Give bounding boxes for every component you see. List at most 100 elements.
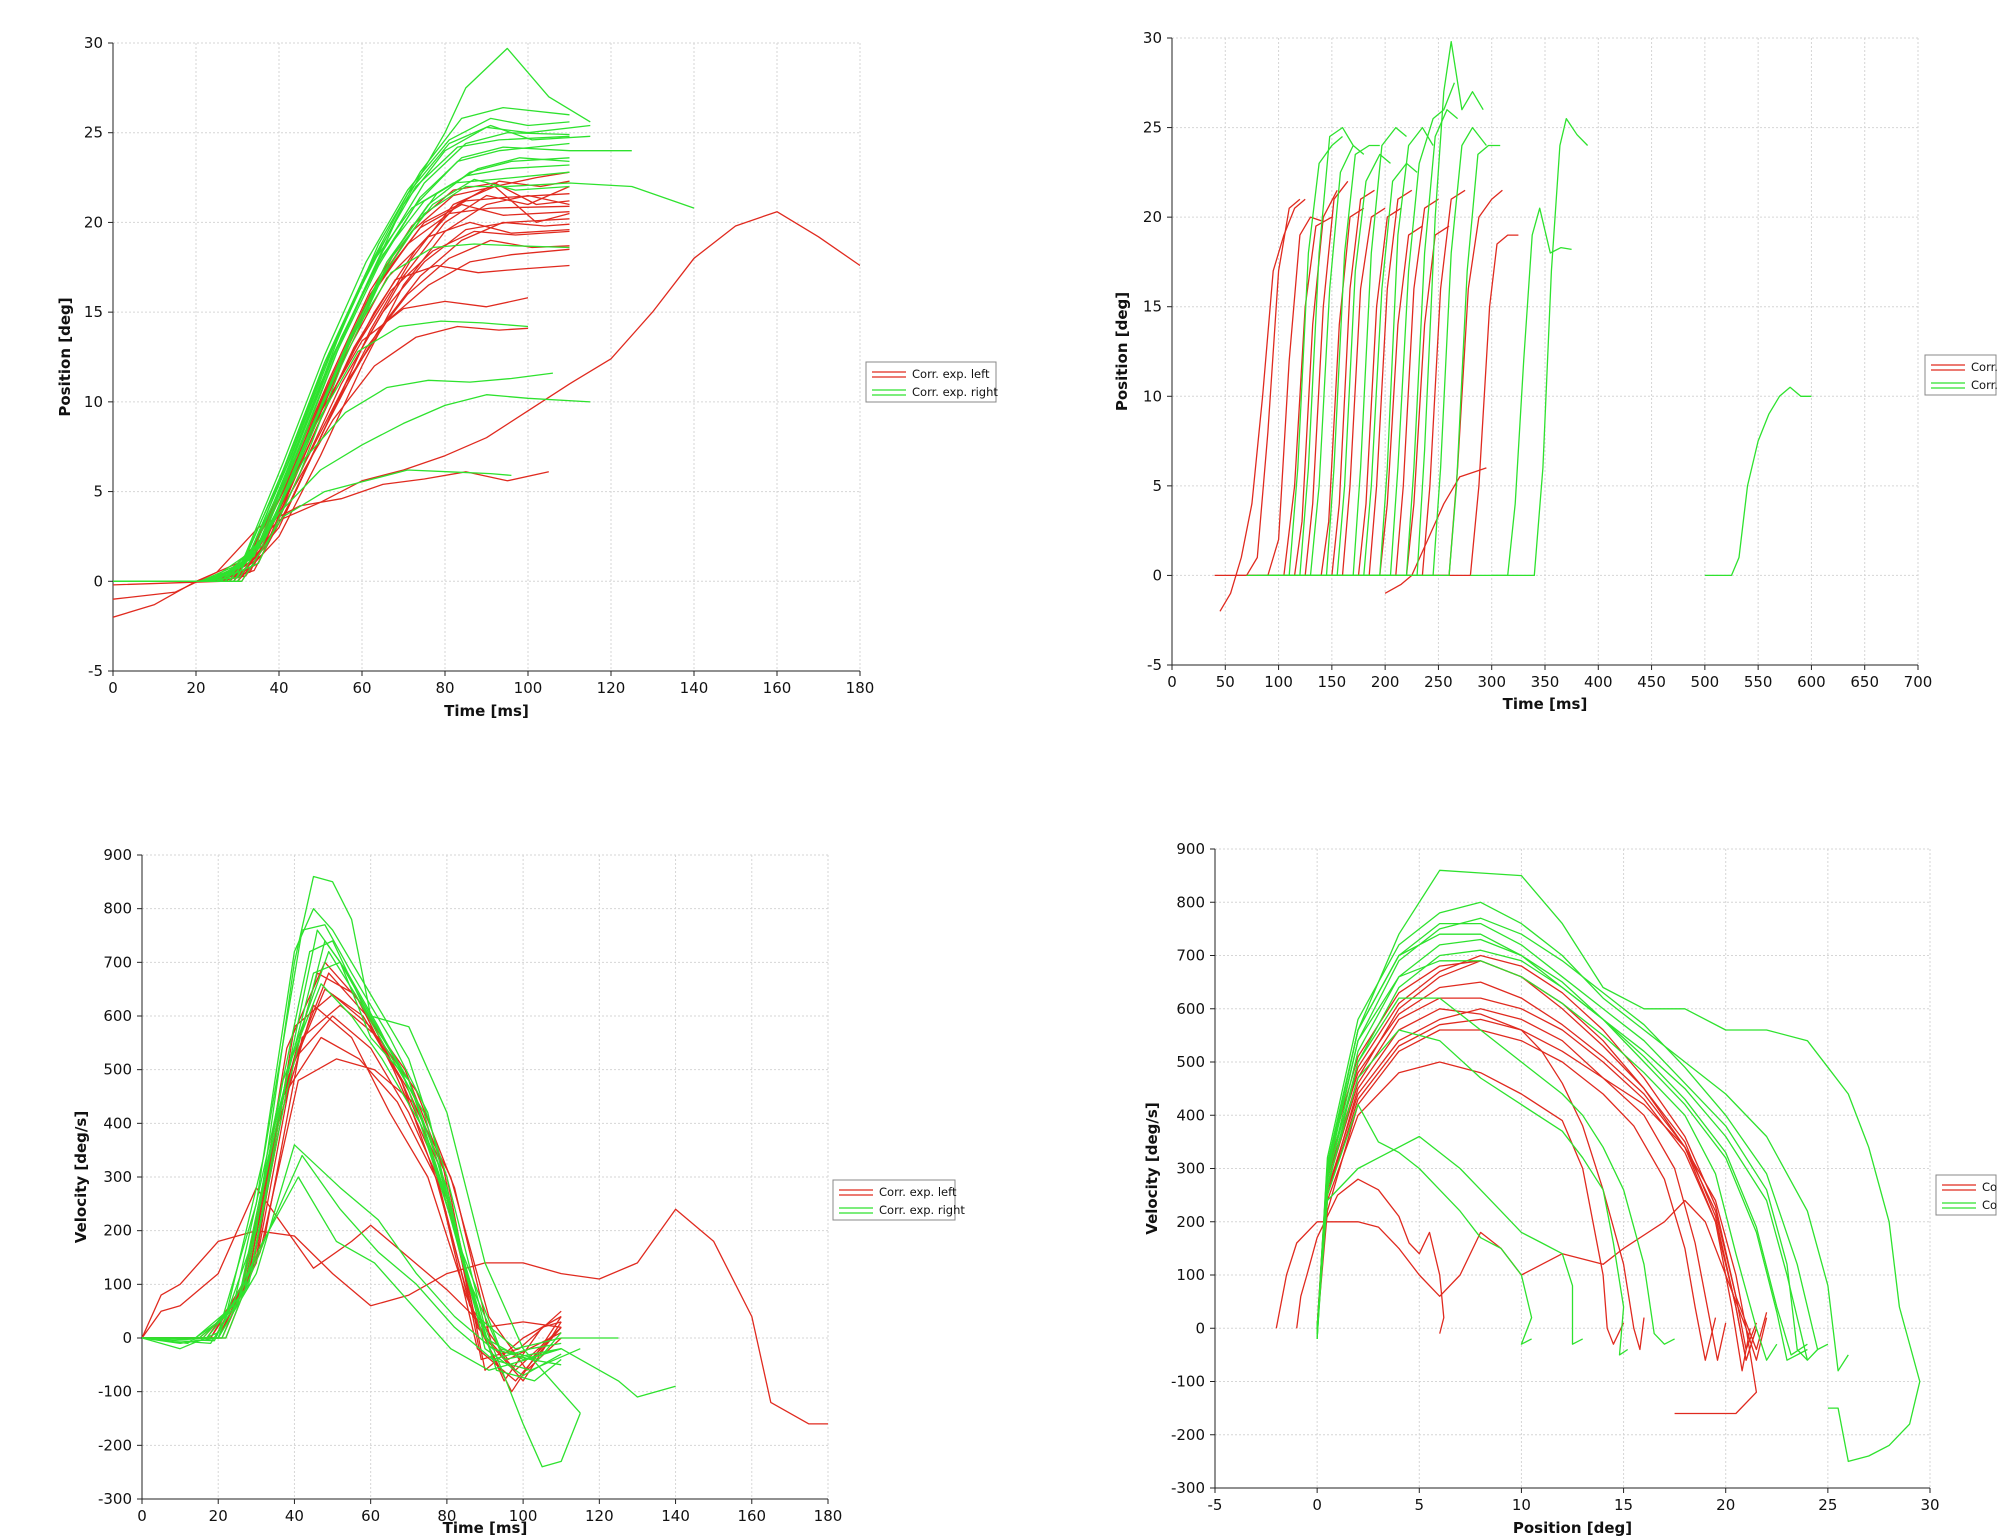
x-tick-label: 120 [585, 1507, 614, 1525]
series-left-line [1316, 960, 1758, 1361]
series-right-line [142, 1144, 562, 1366]
y-tick-label: 25 [84, 124, 103, 142]
x-tick-label: 40 [269, 679, 288, 697]
y-tick-label: 200 [1176, 1213, 1205, 1231]
series-right-line [142, 983, 562, 1382]
series-left-line [113, 297, 529, 582]
y-tick-label: 0 [122, 1329, 132, 1347]
x-tick-label: 60 [361, 1507, 380, 1525]
y-tick-label: 400 [103, 1114, 132, 1132]
series-right-line [1406, 144, 1501, 577]
x-tick-label: 500 [1691, 673, 1720, 691]
x-tick-label: 0 [1167, 673, 1177, 691]
x-tick-label: 700 [1904, 673, 1933, 691]
series-left-line [1219, 198, 1306, 612]
y-tick-label: 300 [103, 1168, 132, 1186]
series-right-line [1316, 1029, 1629, 1356]
series-left-line [1310, 189, 1413, 577]
plot-area [142, 875, 828, 1468]
x-tick-label: 40 [285, 1507, 304, 1525]
legend-label: Corr. exp. right [912, 385, 998, 399]
y-tick-label: 30 [1143, 29, 1162, 47]
series-right-line [1316, 917, 1829, 1351]
x-tick-label: 200 [1371, 673, 1400, 691]
legend-label: Corr. [1971, 360, 1998, 374]
x-tick-label: 450 [1637, 673, 1666, 691]
x-tick-label: 160 [737, 1507, 766, 1525]
x-tick-label: 0 [137, 1507, 147, 1525]
series-right-line [142, 929, 562, 1361]
y-tick-label: 20 [84, 213, 103, 231]
x-tick-label: 250 [1424, 673, 1453, 691]
x-tick-label: 20 [209, 1507, 228, 1525]
y-tick-label: -5 [1147, 656, 1162, 674]
x-tick-label: 140 [661, 1507, 690, 1525]
x-axis-title: Time [ms] [444, 702, 529, 720]
series-left-line [142, 961, 562, 1382]
series-right-line [113, 157, 570, 582]
series-right-line [142, 940, 619, 1350]
series-right-line [113, 47, 591, 582]
legend: Corr. exp. left Corr. exp. right [832, 1179, 965, 1221]
x-tick-label: 100 [514, 679, 543, 697]
x-tick-label: 180 [814, 1507, 843, 1525]
series-right-line [1491, 117, 1589, 577]
series-left-line [1316, 1008, 1768, 1361]
series-left-line [142, 1058, 562, 1371]
series-right-line [142, 1154, 562, 1361]
chart-pos-time-abs: 0 50 100 150 200 250 300 350 400 450 500 550 600 650 7… [1113, 29, 1998, 713]
series-right-line [1316, 1103, 1533, 1345]
series-right-line [142, 940, 581, 1371]
x-axis-title: Time [ms] [1503, 695, 1588, 713]
y-tick-label: 900 [103, 846, 132, 864]
y-tick-label: 10 [84, 393, 103, 411]
y-axis-title: Velocity [deg/s] [72, 1111, 90, 1243]
x-tick-label: 650 [1850, 673, 1879, 691]
legend-label: Corr. exp. left [879, 1185, 957, 1199]
x-tick-label: 600 [1797, 673, 1826, 691]
x-tick-label: 50 [1216, 673, 1235, 691]
series-right-line [113, 117, 570, 582]
series-left-line [1316, 1018, 1645, 1351]
series-right-line [142, 1176, 562, 1371]
series-right-line [142, 950, 562, 1361]
legend-label: Corr. exp. left [912, 367, 990, 381]
y-tick-label: 15 [1143, 298, 1162, 316]
series-left-line [113, 471, 549, 600]
y-tick-label: 600 [103, 1007, 132, 1025]
series-left-line [113, 248, 570, 582]
y-tick-label: 5 [93, 483, 103, 501]
y-axis-title: Velocity [deg/s] [1143, 1102, 1161, 1234]
series-left-line [113, 194, 570, 582]
series-left-line [113, 218, 570, 582]
y-tick-label: 0 [1152, 566, 1162, 584]
y-tick-label: -300 [1171, 1479, 1205, 1497]
y-axis-title: Position [deg] [56, 297, 74, 416]
y-tick-label: -200 [1171, 1426, 1205, 1444]
series-left-line [142, 1004, 562, 1361]
series-right-line [113, 106, 570, 582]
series-left-line [1384, 467, 1487, 594]
series-left-line [142, 1015, 562, 1382]
series-right-line [1704, 386, 1812, 577]
series-left-line [1316, 1008, 1727, 1361]
x-tick-label: 120 [597, 679, 626, 697]
y-tick-label: 400 [1176, 1106, 1205, 1124]
series-right-line [1316, 933, 1808, 1356]
y-tick-label: 10 [1143, 387, 1162, 405]
x-tick-label: 100 [509, 1507, 538, 1525]
legend: Corr. exp. left Corr. exp. right [865, 361, 998, 403]
legend-label: Cor [1982, 1180, 1998, 1194]
series-right-line [1316, 901, 1849, 1372]
chart-vel-time: 0 20 40 60 80 100 120 140 160 180 -300 -200 -100 0 100… [72, 846, 965, 1537]
y-tick-label: 0 [93, 572, 103, 590]
y-tick-label: 600 [1176, 1000, 1205, 1018]
x-tick-label: 550 [1744, 673, 1773, 691]
series-right-line [1385, 126, 1487, 577]
x-tick-label: 100 [1264, 673, 1293, 691]
series-right-line [113, 469, 512, 582]
series-left-line [1278, 189, 1375, 577]
series-right-line [1316, 949, 1819, 1361]
x-tick-label: 180 [846, 679, 875, 697]
series-right-line [1316, 960, 1778, 1361]
